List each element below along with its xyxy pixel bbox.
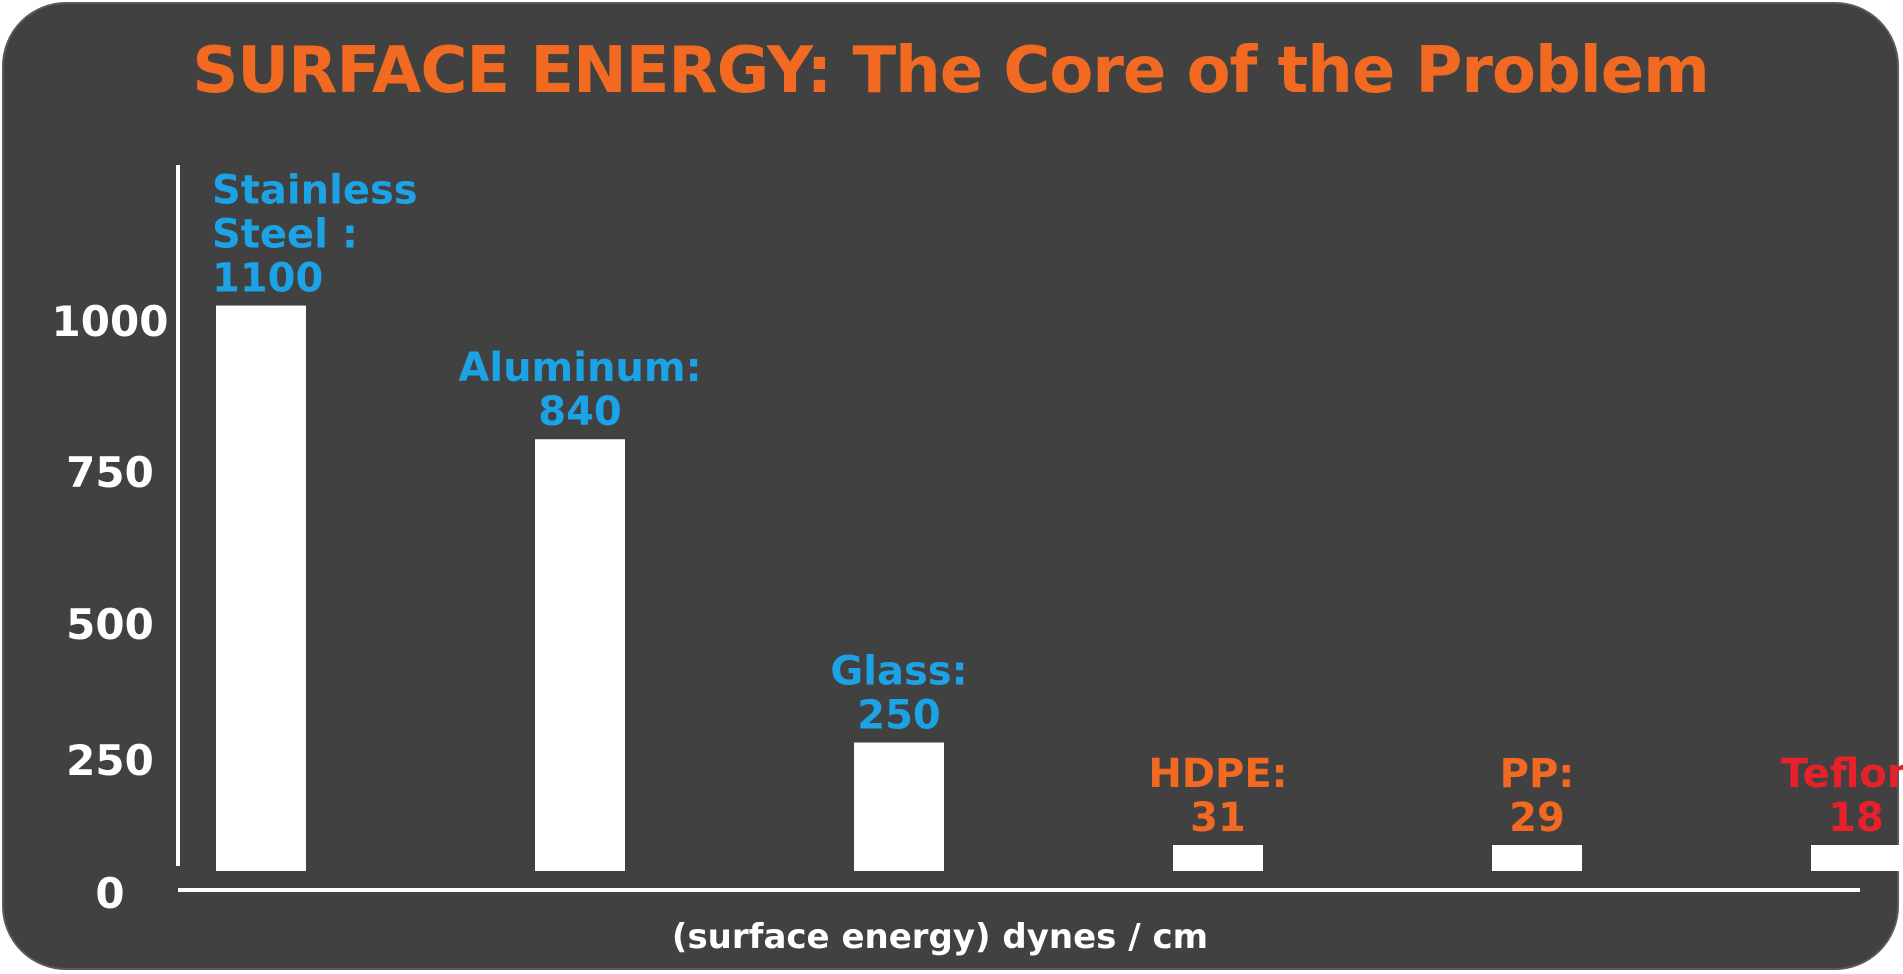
data-label: Teflon:: [1781, 751, 1903, 797]
data-label: 18: [1828, 795, 1884, 841]
data-label: 1100: [212, 256, 323, 302]
data-label: 250: [857, 693, 941, 739]
data-label: Steel :: [212, 212, 358, 258]
data-label: 31: [1190, 795, 1246, 841]
data-label: HDPE:: [1148, 751, 1287, 797]
bar-teflon: [1811, 845, 1901, 871]
data-label: 29: [1509, 795, 1565, 841]
y-tick-label: 750: [66, 448, 154, 497]
bar-stainless-steel: [216, 305, 306, 872]
data-label: Glass:: [830, 649, 967, 695]
data-label: Aluminum:: [458, 345, 701, 391]
chart-title: SURFACE ENERGY: The Core of the Problem: [192, 34, 1710, 108]
data-label: Stainless: [212, 168, 418, 214]
data-label: PP:: [1500, 751, 1575, 797]
y-tick-label: 500: [66, 600, 154, 649]
bar-aluminum: [535, 439, 625, 871]
data-label: 840: [538, 389, 622, 435]
y-tick-label: 250: [66, 736, 154, 785]
bar-hdpe: [1173, 845, 1263, 871]
bar-pp: [1492, 845, 1582, 871]
x-axis-label: (surface energy) dynes / cm: [672, 917, 1208, 957]
bar-glass: [854, 742, 944, 871]
y-tick-label: 0: [95, 869, 124, 918]
y-tick-label: 1000: [52, 297, 169, 346]
